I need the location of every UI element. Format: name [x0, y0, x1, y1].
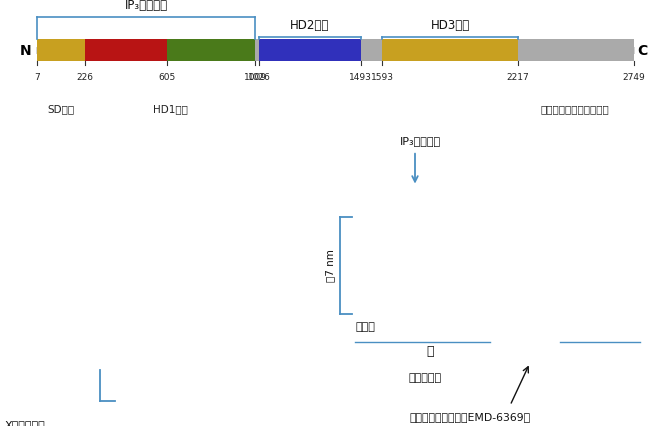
Text: N: N — [20, 44, 32, 58]
Bar — [361, 40, 382, 62]
Text: IP₃結合コア: IP₃結合コア — [125, 0, 168, 12]
Text: 小胞体内腔: 小胞体内腔 — [408, 372, 441, 382]
Text: HD2領域: HD2領域 — [290, 19, 330, 32]
Text: 細胞質: 細胞質 — [355, 321, 375, 331]
Bar — [382, 40, 518, 62]
Text: 1009: 1009 — [244, 73, 266, 82]
Text: HD3領域: HD3領域 — [430, 19, 470, 32]
Text: 約7 nm: 約7 nm — [325, 249, 335, 282]
Text: 2217: 2217 — [506, 73, 529, 82]
Text: HD1領域: HD1領域 — [153, 104, 187, 114]
Text: クライオ電題構造（EMD-6369）: クライオ電題構造（EMD-6369） — [410, 411, 530, 421]
Bar — [85, 40, 167, 62]
Text: 605: 605 — [159, 73, 176, 82]
Text: 1026: 1026 — [248, 73, 270, 82]
Bar — [518, 40, 634, 62]
Bar — [167, 40, 255, 62]
Text: X線結晶構造: X線結晶構造 — [5, 419, 46, 426]
Text: 7: 7 — [34, 73, 40, 82]
Text: 2749: 2749 — [623, 73, 645, 82]
Text: C: C — [638, 44, 648, 58]
Text: 膜: 膜 — [426, 345, 434, 357]
Text: SD領域: SD領域 — [47, 104, 75, 114]
Bar — [259, 40, 361, 62]
Text: 1593: 1593 — [370, 73, 394, 82]
Bar — [37, 40, 85, 62]
Text: 数字はアミノ酸配列番号: 数字はアミノ酸配列番号 — [541, 104, 610, 114]
Text: 226: 226 — [77, 73, 94, 82]
Bar — [255, 40, 259, 62]
Text: 1493: 1493 — [349, 73, 372, 82]
Text: IP₃結合部位: IP₃結合部位 — [400, 136, 441, 146]
